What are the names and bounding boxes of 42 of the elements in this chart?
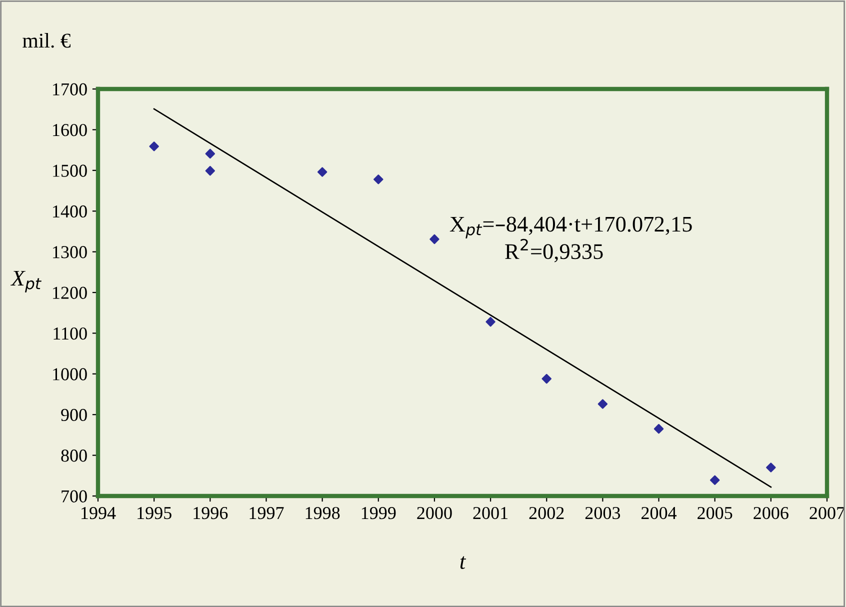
x-tick-label: 1997: [250, 506, 284, 520]
point: [149, 142, 159, 152]
x-tick-label: 2006: [754, 506, 788, 520]
x-tick-label: 2003: [585, 506, 620, 520]
y-tick-label: 1500: [53, 164, 87, 177]
y-tick-label: 800: [61, 450, 87, 462]
x-tick-label: 1996: [194, 506, 228, 520]
y-tick-label: 1700: [53, 83, 87, 96]
point: [766, 462, 776, 472]
point: [542, 374, 552, 384]
y-tick-label: 900: [61, 408, 87, 422]
x-tick-label: 2000: [417, 506, 452, 520]
x-tick-label: 2002: [529, 506, 564, 520]
x-tick-label: 1999: [362, 506, 396, 520]
x-axis-title: t: [460, 556, 466, 569]
y-tick-label: 700: [62, 490, 87, 502]
point: [654, 424, 664, 434]
x-tick-label: 1998: [306, 506, 340, 520]
y-tick-label: 1300: [53, 246, 87, 258]
x-tick-label: 1994: [82, 506, 116, 520]
x-tick-label: 2001: [473, 506, 508, 520]
point: [486, 316, 496, 327]
point: [317, 167, 328, 177]
y-tick-label: 1600: [53, 124, 87, 136]
annotation: R$^{2}$=0,9335: [505, 238, 603, 262]
point: [430, 234, 440, 244]
y-axis-title: X$_{pt}$: [10, 270, 42, 292]
x-tick-label: 2007: [810, 506, 845, 520]
y-tick-label: 1200: [53, 286, 87, 299]
point: [205, 148, 216, 159]
y-tick-label: 1100: [54, 327, 87, 340]
y-tick-label: 1000: [53, 368, 87, 380]
x-tick-label: 1995: [138, 506, 172, 520]
x-tick-label: 2005: [698, 506, 732, 520]
point: [374, 174, 384, 184]
x-tick-label: 2004: [642, 506, 677, 520]
point: [598, 399, 608, 409]
text: mil. €: [22, 33, 71, 48]
point: [205, 166, 216, 176]
point: [710, 475, 720, 485]
y-tick-label: 1400: [53, 205, 87, 218]
annotation: X$_{pt}$=–84,404·t+170.072,15: [450, 216, 692, 238]
